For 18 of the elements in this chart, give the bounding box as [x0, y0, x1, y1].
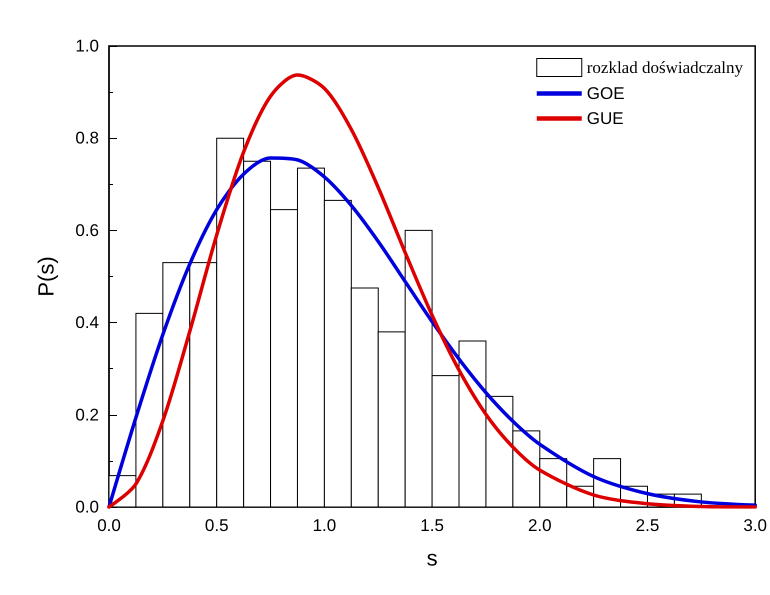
y-tick-label: 0.4: [75, 313, 99, 332]
y-tick-label: 0.2: [75, 405, 99, 424]
x-tick-label: 0.5: [204, 516, 229, 535]
legend-label: rozklad doświadczalny: [586, 58, 744, 77]
x-tick-label: 0.0: [97, 516, 121, 535]
y-tick-label: 0.0: [75, 498, 99, 516]
y-tick-label: 0.6: [75, 220, 99, 240]
x-tick-label: 3.0: [743, 516, 768, 535]
x-tick-label: 2.5: [636, 516, 660, 535]
y-tick-label: 1.0: [75, 36, 99, 56]
x-axis-title: s: [426, 546, 438, 570]
x-tick-label: 1.0: [312, 516, 336, 535]
x-tick-label: 1.5: [420, 516, 444, 535]
x-tick-label: 2.0: [528, 516, 552, 535]
y-axis-title: P(s): [34, 256, 58, 297]
y-tick-label: 0.8: [75, 128, 99, 148]
legend-label: GUE: [586, 109, 624, 128]
legend-label: GOE: [586, 84, 625, 103]
